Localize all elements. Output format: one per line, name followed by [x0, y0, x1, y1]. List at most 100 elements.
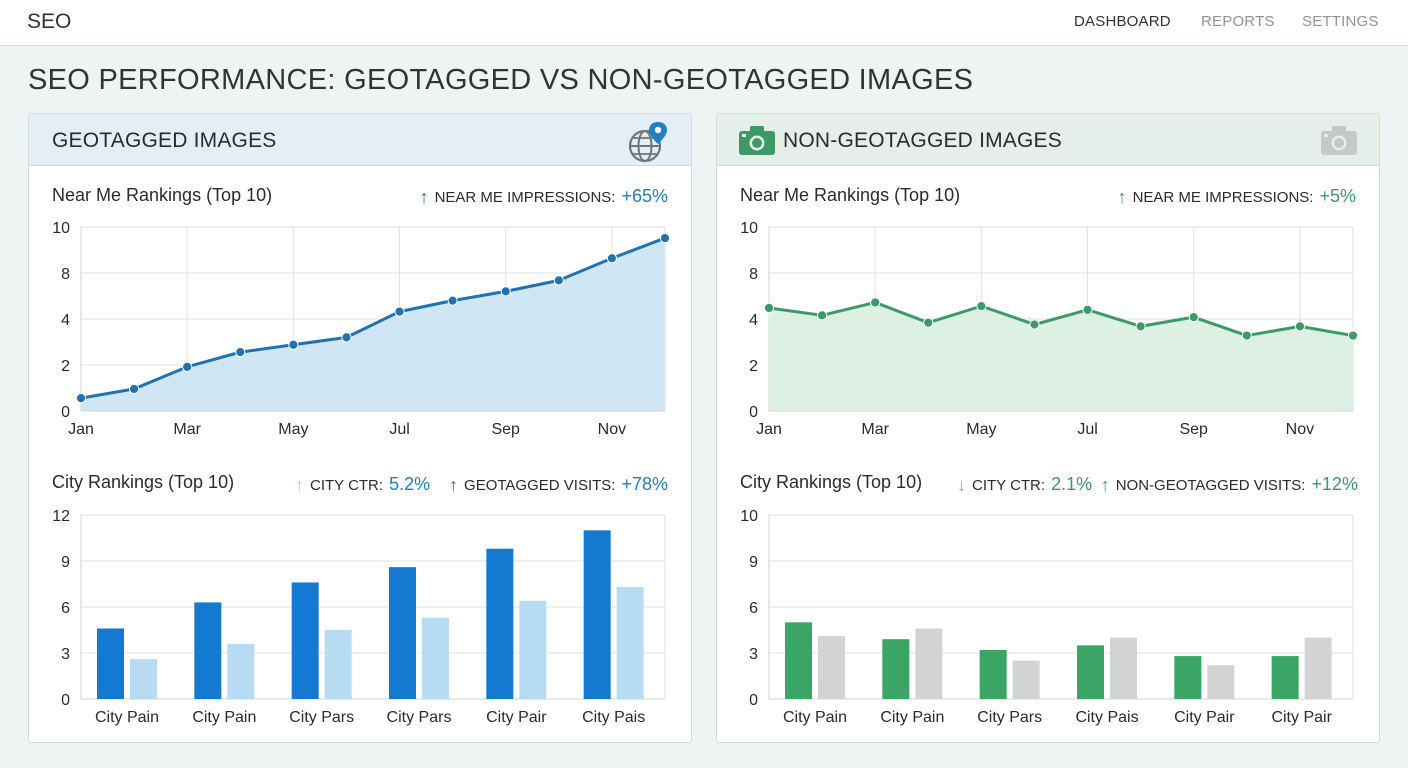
data-point [341, 332, 352, 343]
x-tick-label: City Pain [192, 709, 256, 726]
x-tick-label: City Pais [582, 709, 645, 726]
series-line [768, 300, 1354, 338]
metric-value: +12% [1311, 474, 1358, 494]
bar [97, 628, 124, 699]
city-chart-title: City Rankings (Top 10) [52, 472, 235, 492]
bar [324, 630, 352, 699]
x-tick-label: City Pain [95, 709, 159, 726]
y-tick-label: 2 [749, 358, 758, 375]
near-me-impressions-metric: ↑ NEAR ME IMPRESSIONS: +5% [1118, 186, 1356, 207]
y-tick-label: 6 [61, 600, 70, 617]
near-me-chart-title: Near Me Rankings (Top 10) [740, 185, 961, 205]
bar [1207, 665, 1235, 699]
metric-label: GEOTAGGED VISITS: [464, 477, 616, 494]
bar [882, 639, 910, 699]
x-tick-label: Sep [1179, 421, 1208, 438]
x-tick-label: May [966, 421, 996, 438]
x-tick-label: Jul [1077, 421, 1097, 438]
nav-reports[interactable]: REPORTS [1201, 13, 1275, 30]
x-tick-label: Sep [491, 421, 520, 438]
data-point [75, 393, 87, 404]
x-tick-label: City Pain [783, 709, 847, 726]
app-brand: SEO [27, 10, 72, 33]
y-tick-label: 9 [61, 554, 70, 571]
x-tick-label: City Pars [387, 709, 452, 726]
metric-value: 2.1% [1051, 474, 1093, 494]
bar [1012, 660, 1040, 699]
bar [1077, 645, 1104, 699]
x-tick-label: Jan [756, 421, 782, 438]
metric-label: NEAR ME IMPRESSIONS: [1132, 189, 1314, 206]
bar [818, 636, 845, 699]
y-tick-label: 0 [61, 692, 70, 709]
arrow-up-icon: ↑ [1100, 475, 1110, 495]
y-tick-label: 4 [61, 312, 70, 329]
bar [519, 600, 547, 699]
x-tick-label: City Pair [1174, 709, 1235, 726]
x-tick-label: City Pars [289, 709, 354, 726]
bar [1110, 637, 1137, 699]
x-tick-label: City Pars [977, 709, 1042, 726]
data-point [447, 295, 458, 306]
metric-label: CITY CTR: [310, 477, 384, 494]
non-geotagged-panel: NON-GEOTAGGED IMAGES Near Me Rankings (T… [716, 113, 1380, 743]
bar [227, 643, 255, 699]
bar [486, 548, 514, 699]
y-tick-label: 10 [52, 220, 70, 237]
city-chart-title: City Rankings (Top 10) [740, 472, 923, 492]
nav-dashboard[interactable]: DASHBOARD [1074, 13, 1171, 30]
bar [979, 649, 1007, 699]
globe-pin-icon [625, 120, 669, 169]
data-point [976, 301, 987, 312]
data-point [763, 302, 775, 314]
data-point [659, 232, 671, 244]
bar [194, 602, 222, 699]
city-bar-chart: 0 3 6 9 10 City Pain City Pain City Pars City Pa… [740, 508, 1354, 726]
y-tick-label: 12 [52, 508, 70, 525]
data-point [235, 347, 246, 358]
data-point [1294, 321, 1306, 332]
arrow-up-icon: ↑ [449, 475, 459, 495]
near-me-line-chart: 0 2 4 8 10 Jan Mar May Jul Sep Nov [740, 220, 1359, 438]
y-tick-label: 10 [740, 508, 758, 525]
series-line [80, 236, 666, 400]
data-point [1029, 319, 1040, 330]
y-tick-label: 9 [749, 554, 758, 571]
metric-value: 5.2% [389, 474, 431, 494]
bar [422, 617, 449, 699]
x-tick-label: Jul [389, 421, 409, 438]
metric-label: NEAR ME IMPRESSIONS: [434, 189, 616, 206]
city-bar-chart: 0 3 6 9 12 City Pain City Pain City Pars City Pa… [52, 508, 666, 726]
nav-settings[interactable]: SETTINGS [1302, 13, 1379, 30]
arrow-up-icon: ↑ [295, 475, 304, 495]
panel-title: GEOTAGGED IMAGES [52, 129, 277, 152]
y-tick-label: 3 [749, 646, 758, 663]
bar [291, 582, 319, 699]
near-me-line-chart: 0 2 4 8 10 Jan Mar May Jul Sep Nov [52, 220, 671, 438]
data-point [553, 275, 564, 286]
metric-label: CITY CTR: [972, 477, 1046, 494]
top-bar: SEO DASHBOARD REPORTS SETTINGS [0, 0, 1408, 46]
data-point [816, 310, 828, 321]
x-tick-label: Mar [173, 421, 201, 438]
metric-label: NON-GEOTAGGED VISITS: [1115, 477, 1306, 494]
arrow-up-icon: ↑ [419, 187, 429, 207]
x-tick-label: Mar [861, 421, 889, 438]
data-point [923, 317, 934, 328]
page-title: SEO PERFORMANCE: GEOTAGGED VS NON-GEOTAG… [28, 64, 974, 96]
camera-disabled-icon [1321, 125, 1357, 160]
y-tick-label: 6 [749, 600, 758, 617]
data-point [1347, 330, 1359, 341]
city-ctr-metric: ↑ CITY CTR: 5.2% [295, 474, 430, 495]
data-point [1188, 312, 1199, 323]
metric-value: +5% [1319, 186, 1356, 206]
bar [1304, 637, 1332, 699]
camera-icon [739, 125, 775, 160]
metric-value: +78% [621, 474, 668, 494]
bar [1271, 656, 1299, 699]
x-tick-label: City Pair [486, 709, 547, 726]
data-point [500, 286, 511, 297]
bar [616, 587, 644, 699]
y-tick-label: 2 [61, 358, 70, 375]
near-me-chart-title: Near Me Rankings (Top 10) [52, 185, 273, 205]
